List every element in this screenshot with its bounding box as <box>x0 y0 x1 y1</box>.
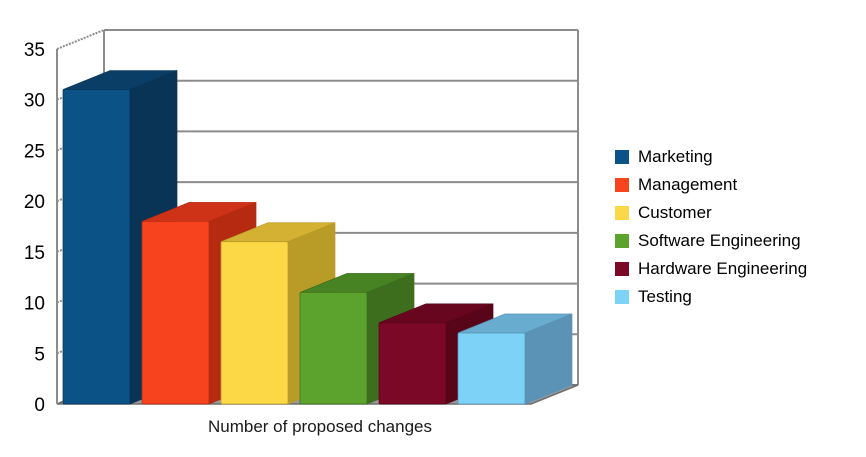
legend-item[interactable]: Customer <box>615 203 712 222</box>
x-axis-title: Number of proposed changes <box>208 417 432 436</box>
legend-swatch-icon <box>615 290 629 304</box>
bar-front-face <box>378 322 447 405</box>
y-tick-label: 0 <box>34 395 45 416</box>
legend-item-label: Testing <box>638 287 692 306</box>
legend-item-label: Hardware Engineering <box>638 259 807 278</box>
legend-item-label: Customer <box>638 203 712 222</box>
legend-item[interactable]: Management <box>615 175 738 194</box>
y-tick-label: 35 <box>24 40 45 61</box>
y-tick-label: 20 <box>24 192 45 213</box>
legend-item[interactable]: Marketing <box>615 147 713 166</box>
y-tick-label: 5 <box>34 344 45 365</box>
legend-item-label: Management <box>638 175 738 194</box>
legend-swatch-icon <box>615 234 629 248</box>
y-tick-label: 10 <box>24 294 45 315</box>
legend-swatch-icon <box>615 206 629 220</box>
legend-item[interactable]: Testing <box>615 287 692 306</box>
legend: Marketing Management Customer Software Engi… <box>615 147 807 306</box>
legend-item[interactable]: Hardware Engineering <box>615 259 807 278</box>
legend-item[interactable]: Software Engineering <box>615 231 801 250</box>
bar-column[interactable] <box>457 313 573 405</box>
legend-item-label: Software Engineering <box>638 231 801 250</box>
legend-swatch-icon <box>615 178 629 192</box>
legend-swatch-icon <box>615 150 629 164</box>
legend-swatch-icon <box>615 262 629 276</box>
y-axis-tick-labels: 0 5 10 15 20 25 30 35 <box>24 40 45 416</box>
bar-series-group <box>62 70 573 405</box>
bar-front-face <box>141 221 210 405</box>
bar-front-face <box>299 292 368 405</box>
bar-front-face <box>457 332 526 405</box>
y-tick-label: 15 <box>24 243 45 264</box>
bar-front-face <box>62 89 131 405</box>
legend-item-label: Marketing <box>638 147 713 166</box>
bar-front-face <box>220 241 289 405</box>
y-tick-label: 25 <box>24 141 45 162</box>
y-tick-label: 30 <box>24 91 45 112</box>
